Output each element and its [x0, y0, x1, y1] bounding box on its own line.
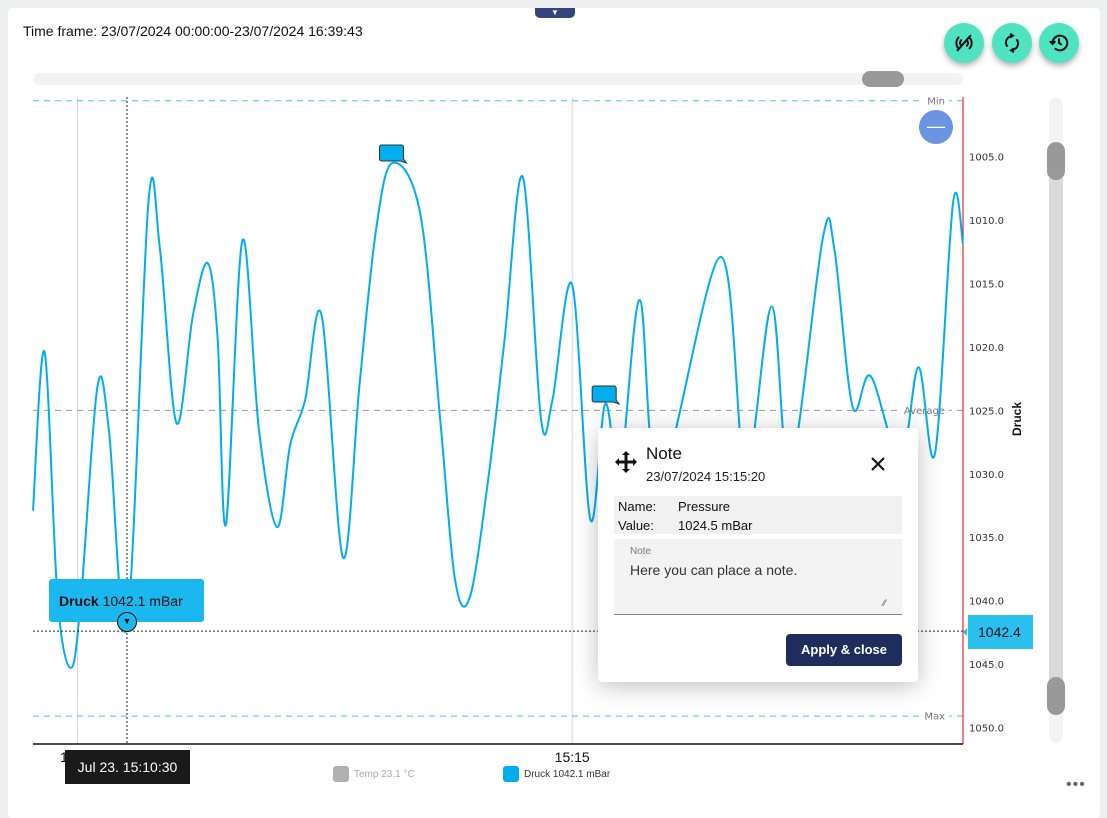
close-icon[interactable] — [870, 456, 886, 472]
reference-label-average: Average — [904, 406, 945, 417]
vertical-slider-thumb-top[interactable] — [1047, 142, 1065, 180]
name-label: Name: — [618, 499, 657, 514]
legend-item-temp[interactable]: Temp 23.1 °C — [333, 766, 415, 782]
x-tick-label: 15:15 — [555, 749, 590, 765]
legend-label-temp: Temp 23.1 °C — [354, 768, 415, 780]
tooltip-marker-caret-icon[interactable]: ▼ — [117, 612, 137, 632]
move-icon[interactable] — [614, 450, 638, 474]
crosshair-value-label: 1042.4 — [963, 615, 1033, 649]
note-marker-icon — [591, 385, 621, 405]
y-tick-label: 1045.0 — [969, 660, 1004, 671]
y-tick-label: 1010.0 — [969, 216, 1004, 227]
y-tick-label: 1050.0 — [969, 724, 1004, 735]
y-tick-label: 1015.0 — [969, 279, 1004, 290]
time-frame-title: Time frame: 23/07/2024 00:00:00-23/07/20… — [23, 23, 363, 39]
y-tick-label: 1035.0 — [969, 533, 1004, 544]
note-dialog: Note 23/07/2024 15:15:20 Name: Pressure V… — [598, 428, 918, 682]
crosshair-date-label: Jul 23. 15:10:30 — [65, 750, 190, 784]
note-info: Name: Pressure Value: 1024.5 mBar — [614, 496, 902, 534]
y-tick-label: 1025.0 — [969, 406, 1004, 417]
legend-item-druck[interactable]: Druck 1042.1 mBar — [503, 766, 610, 782]
note-text: Here you can place a note. — [630, 562, 798, 578]
horizontal-zoom-slider[interactable] — [33, 71, 963, 87]
y-tick-label: 1020.0 — [969, 343, 1004, 354]
refresh-icon — [1004, 32, 1020, 54]
y-tick-label: 1030.0 — [969, 470, 1004, 481]
refresh-button[interactable] — [992, 23, 1032, 63]
dialog-timestamp: 23/07/2024 15:15:20 — [646, 469, 766, 484]
note-textarea[interactable]: Note Here you can place a note. ⁄⁄ — [614, 539, 902, 615]
minus-button[interactable]: — — [919, 110, 953, 144]
reference-label-min: Min — [927, 96, 945, 107]
tooltip-value: 1042.1 mBar — [102, 593, 183, 609]
signal-off-button[interactable] — [944, 23, 984, 63]
history-button[interactable] — [1039, 23, 1079, 63]
resize-grip-icon[interactable]: ⁄⁄ — [882, 598, 886, 608]
signal-off-icon — [955, 34, 973, 52]
dialog-title: Note — [646, 444, 682, 463]
reference-label-bg — [922, 94, 949, 107]
y-tick-label: 1040.0 — [969, 597, 1004, 608]
name-value: Pressure — [678, 499, 731, 514]
reference-label-bg — [922, 710, 949, 723]
vertical-slider-thumb-bottom[interactable] — [1047, 677, 1065, 715]
collapse-tab[interactable]: ▼ — [535, 8, 575, 18]
more-menu-button[interactable]: ••• — [1066, 776, 1086, 793]
apply-close-button[interactable]: Apply & close — [786, 634, 902, 666]
y-axis-label: Druck — [1010, 401, 1025, 437]
tooltip-series: Druck — [59, 593, 99, 609]
caret-down-icon: ▼ — [551, 8, 559, 17]
value-label: Value: — [618, 518, 654, 533]
horizontal-slider-thumb[interactable] — [862, 71, 904, 87]
legend-label-druck: Druck 1042.1 mBar — [524, 768, 611, 780]
legend-swatch-temp — [333, 766, 349, 782]
y-tick-label: 1005.0 — [969, 153, 1004, 164]
history-icon — [1049, 34, 1069, 52]
legend-swatch-druck — [503, 766, 519, 782]
vertical-zoom-slider[interactable] — [1047, 98, 1065, 743]
note-field-label: Note — [630, 546, 652, 557]
note-marker-icon — [378, 144, 408, 164]
vertical-slider-range[interactable] — [1049, 153, 1063, 698]
reference-label-max: Max — [924, 712, 945, 723]
value-value: 1024.5 mBar — [678, 518, 753, 533]
